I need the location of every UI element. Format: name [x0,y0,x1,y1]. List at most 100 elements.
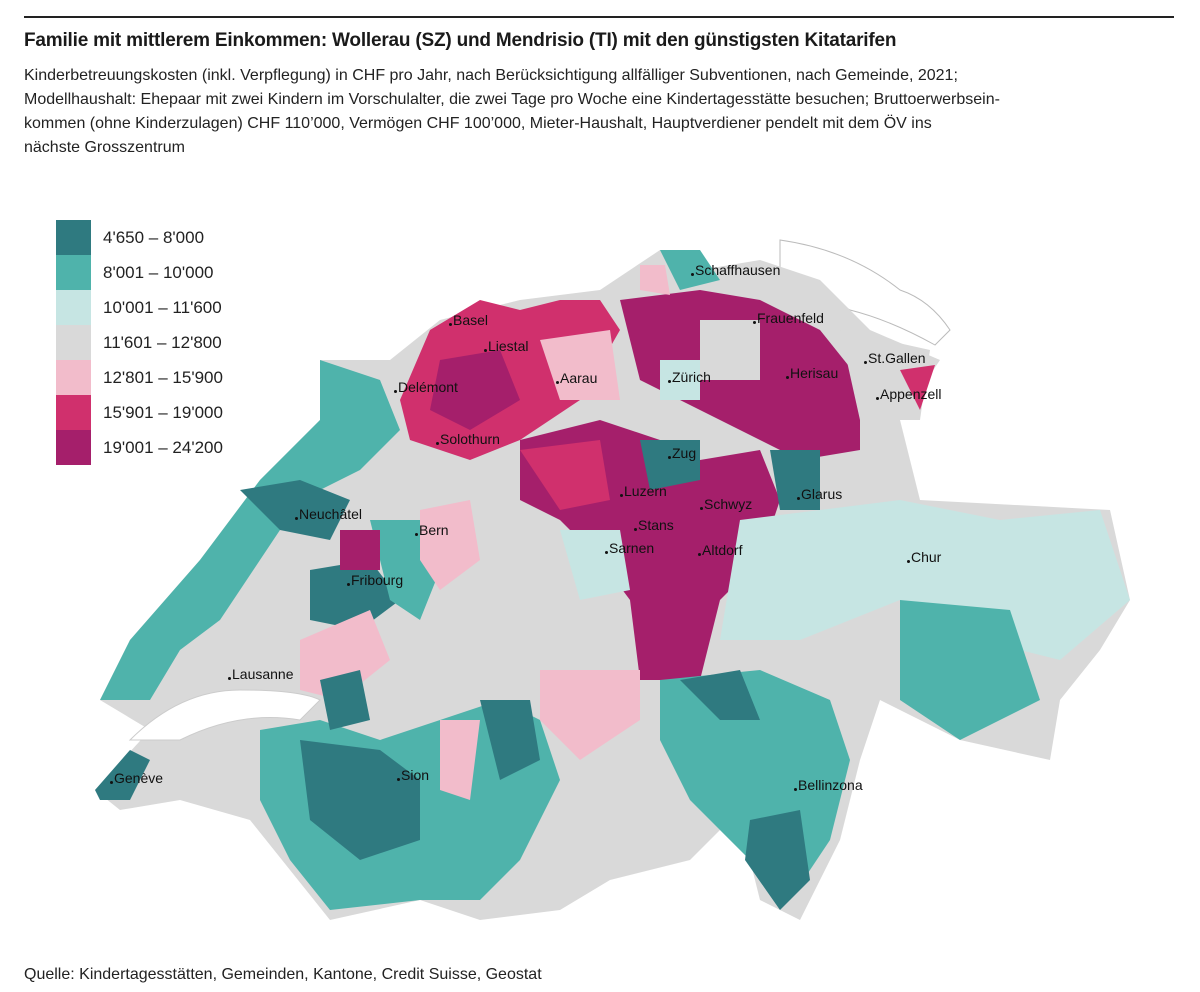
city-dot-icon [620,494,623,497]
city-dot-icon [397,778,400,781]
city-label: Genève [110,770,163,786]
city-dot-icon [556,381,559,384]
city-dot-icon [605,551,608,554]
city-name: Delémont [398,379,458,395]
legend-label: 12'801 – 15'900 [103,367,223,387]
city-label: Zug [668,445,696,461]
city-dot-icon [449,323,452,326]
legend-swatch [56,255,91,290]
city-name: Schaffhausen [695,262,781,278]
city-name: Zug [672,445,697,461]
city-label: Schaffhausen [691,262,780,278]
city-name: Aarau [560,370,598,386]
source-note: Quelle: Kindertagesstätten, Gemeinden, K… [24,966,542,983]
city-dot-icon [876,397,879,400]
city-name: Altdorf [702,542,743,558]
city-dot-icon [415,533,418,536]
legend-item: 8'001 – 10'000 [56,255,223,290]
city-dot-icon [794,788,797,791]
city-dot-icon [668,456,671,459]
city-dot-icon [436,442,439,445]
city-name: Basel [453,312,489,328]
chart-title: Familie mit mittlerem Einkommen: Wollera… [24,30,897,51]
legend-label: 10'001 – 11'600 [103,297,222,317]
city-name: Sion [401,767,430,783]
city-label: Frauenfeld [753,310,824,326]
legend-item: 12'801 – 15'900 [56,360,223,395]
city-label: Delémont [394,379,458,395]
city-label: Bern [415,522,449,538]
city-dot-icon [668,380,671,383]
subtitle-line: Modellhaushalt: Ehepaar mit zwei Kindern… [24,91,1000,108]
city-dot-icon [691,273,694,276]
legend-swatch [56,220,91,255]
legend-swatch [56,360,91,395]
city-label: Fribourg [347,572,403,588]
city-label: Herisau [786,365,838,381]
city-label: Appenzell [876,386,942,402]
city-name: Glarus [801,486,843,502]
city-dot-icon [786,376,789,379]
city-name: Bern [419,522,449,538]
subtitle-line: Kinderbetreuungskosten (inkl. Verpflegun… [24,67,958,84]
legend-item: 10'001 – 11'600 [56,290,223,325]
city-label: Stans [634,517,674,533]
legend-swatch [56,395,91,430]
city-label: Schwyz [700,496,752,512]
city-dot-icon [634,528,637,531]
city-dot-icon [394,390,397,393]
city-dot-icon [797,497,800,500]
city-label: Sarnen [605,540,654,556]
city-dot-icon [907,560,910,563]
city-dot-icon [484,349,487,352]
chart-subtitle: Kinderbetreuungskosten (inkl. Verpflegun… [24,64,1174,160]
city-label: Luzern [620,483,667,499]
legend-item: 19'001 – 24'200 [56,430,223,465]
city-name: Chur [911,549,942,565]
legend-label: 15'901 – 19'000 [103,402,223,422]
city-label: Neuchâtel [295,506,362,522]
city-name: Fribourg [351,572,404,588]
subtitle-line: kommen (ohne Kinderzulagen) CHF 110’000,… [24,115,932,132]
legend-label: 8'001 – 10'000 [103,262,214,282]
legend-swatch [56,430,91,465]
city-label: Bellinzona [794,777,863,793]
city-name: Frauenfeld [757,310,824,326]
city-name: Liestal [488,338,529,354]
city-name: Neuchâtel [299,506,363,522]
city-label: Glarus [797,486,842,502]
city-dot-icon [347,583,350,586]
city-dot-icon [295,517,298,520]
city-name: Schwyz [704,496,753,512]
city-name: St.Gallen [868,350,926,366]
legend-item: 11'601 – 12'800 [56,325,223,360]
city-dot-icon [700,507,703,510]
city-name: Bellinzona [798,777,863,793]
city-label: Zürich [668,369,711,385]
city-dot-icon [864,361,867,364]
city-name: Luzern [624,483,667,499]
top-rule [24,16,1174,18]
city-name: Stans [638,517,674,533]
legend-item: 4'650 – 8'000 [56,220,223,255]
legend-label: 11'601 – 12'800 [103,332,222,352]
city-label: Aarau [556,370,597,386]
city-label: Chur [907,549,941,565]
city-label: Basel [449,312,488,328]
city-label: Sion [397,767,429,783]
city-dot-icon [753,321,756,324]
city-label: St.Gallen [864,350,926,366]
subtitle-line: nächste Grosszentrum [24,139,185,156]
city-label: Solothurn [436,431,500,447]
city-name: Genève [114,770,164,786]
legend-swatch [56,325,91,360]
legend-swatch [56,290,91,325]
city-name: Sarnen [609,540,655,556]
city-name: Appenzell [880,386,942,402]
city-label: Lausanne [228,666,294,682]
city-name: Zürich [672,369,711,385]
city-dot-icon [228,677,231,680]
city-name: Herisau [790,365,839,381]
city-name: Lausanne [232,666,294,682]
